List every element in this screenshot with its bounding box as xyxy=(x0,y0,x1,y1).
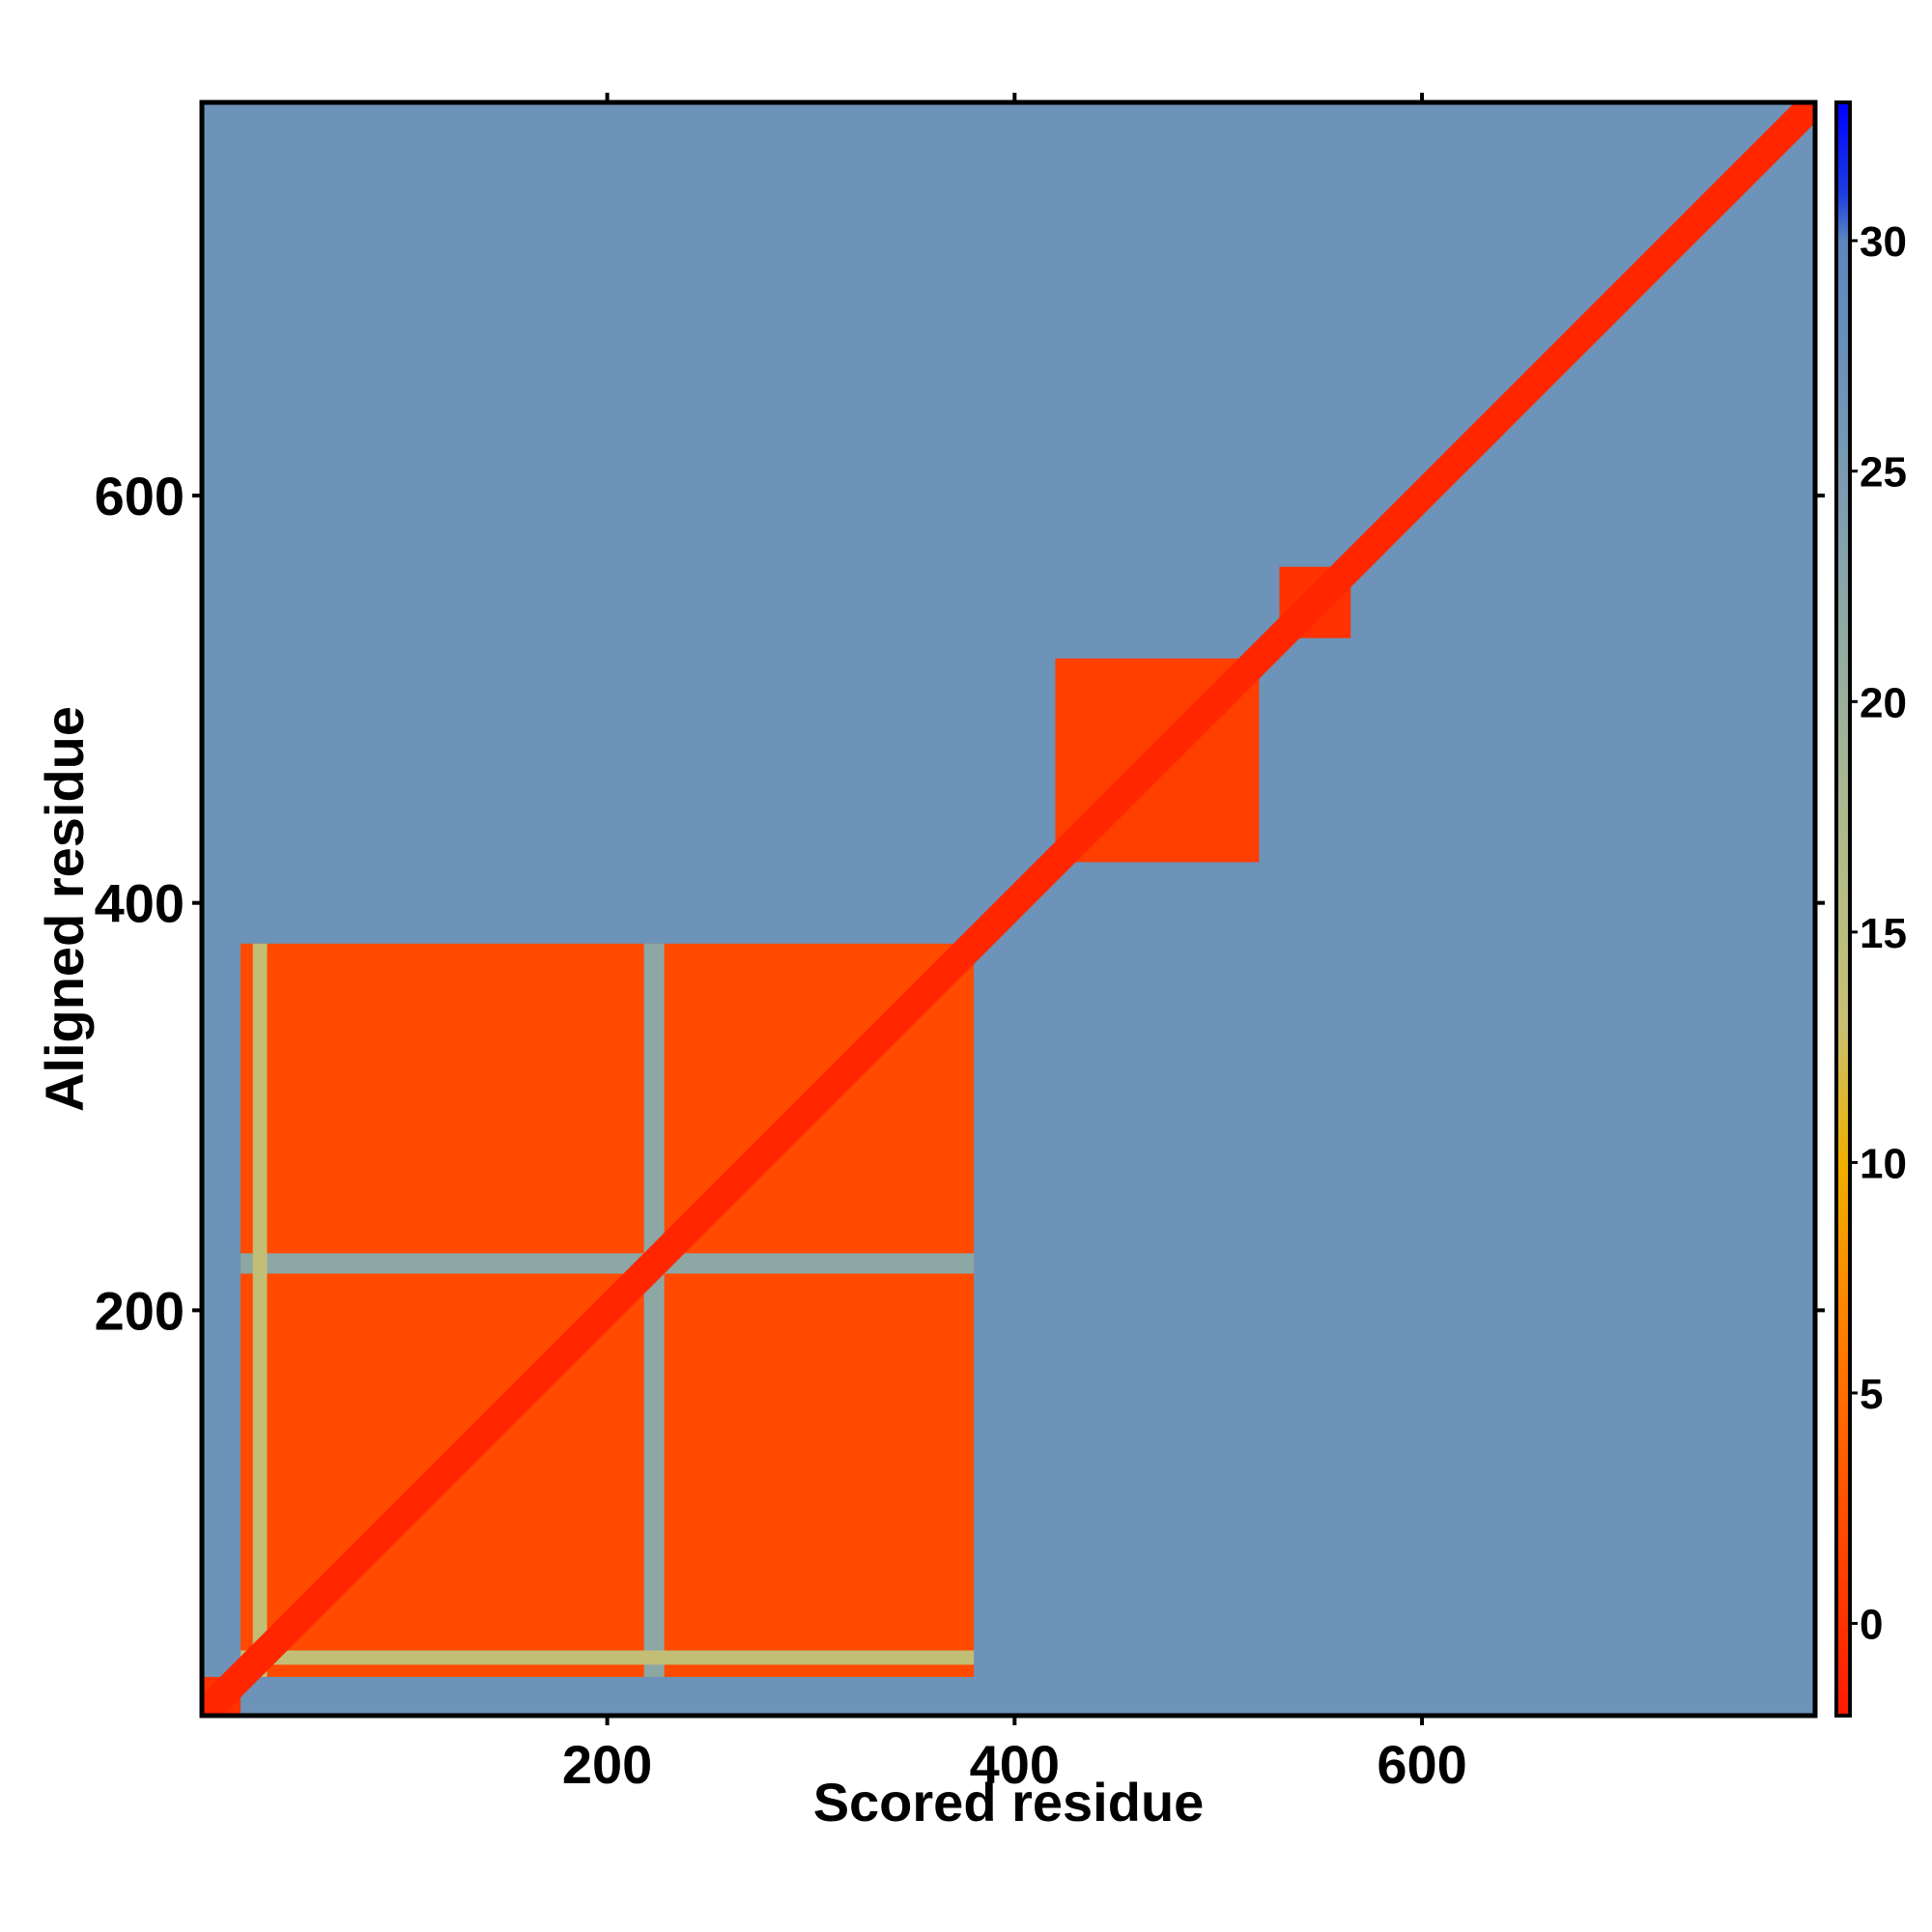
x-tick-label: 200 xyxy=(562,1734,652,1795)
colorbar-frame xyxy=(1834,100,1852,1718)
colorbar-tick-label: 15 xyxy=(1860,910,1907,957)
colorbar-bar xyxy=(1836,102,1850,1716)
y-axis-ticks: 200 400 600 xyxy=(95,466,1825,1341)
colorbar-tick-label: 0 xyxy=(1860,1602,1883,1649)
y-tick-label: 400 xyxy=(95,873,185,934)
x-tick-label: 600 xyxy=(1377,1734,1466,1795)
x-axis-label: Scored residue xyxy=(813,1772,1205,1833)
x-tick-label: 400 xyxy=(970,1734,1060,1795)
y-tick-label: 200 xyxy=(95,1280,185,1341)
heatmap-cells xyxy=(202,102,1815,1716)
y-axis-label: Aligned residue xyxy=(34,706,95,1112)
heatmap-diagonal xyxy=(202,102,1815,1716)
colorbar-tick-label: 20 xyxy=(1860,679,1907,726)
heatmap-gap-column-2 xyxy=(252,943,268,1677)
colorbar-tick-label: 30 xyxy=(1860,218,1907,266)
colorbar-tick-label: 10 xyxy=(1860,1140,1907,1187)
colorbar-ticks: 0 5 10 15 20 25 30 xyxy=(1850,218,1907,1649)
colorbar-tick-label: 5 xyxy=(1860,1371,1883,1418)
heatmap-gap-column-1 xyxy=(643,943,665,1677)
heatmap-plot-area xyxy=(202,102,1815,1716)
x-axis-ticks: 200 400 600 xyxy=(562,93,1467,1795)
plot-frame xyxy=(199,99,1818,1719)
y-tick-label: 600 xyxy=(95,466,185,526)
heatmap-gap-row-1 xyxy=(241,1253,975,1274)
colorbar: 0 5 10 15 20 25 30 xyxy=(1834,100,1907,1718)
colorbar-tick-label: 25 xyxy=(1860,449,1907,497)
heatmap-gap-row-2 xyxy=(241,1650,975,1665)
